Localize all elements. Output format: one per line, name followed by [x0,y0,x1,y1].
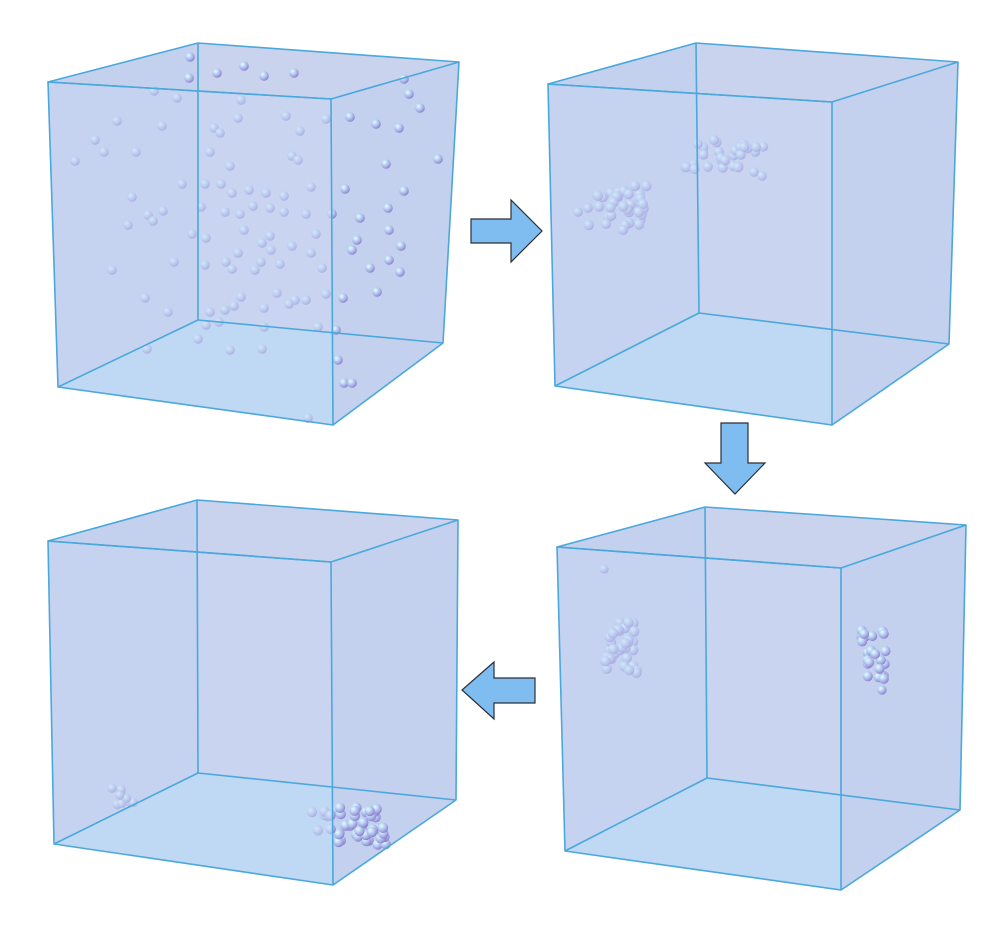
particle-sphere [874,663,885,674]
particle-sphere [384,225,394,235]
particle-sphere [334,802,346,813]
panel-clusters-on-walls [556,506,967,891]
particle-sphere [352,235,362,245]
particle-sphere [864,657,875,668]
box-edges [547,42,959,426]
particle-sphere [372,287,382,297]
arrow-down [703,422,767,495]
particle-sphere [345,112,355,122]
arrow-left [461,660,536,721]
particle-sphere [358,817,369,828]
particle-sphere [395,267,405,277]
particle-sphere [877,685,887,695]
particle-sphere [339,378,349,388]
particle-sphere [259,71,269,81]
particle-sphere [212,68,222,78]
particle-sphere [870,649,881,659]
particle-sphere [857,636,868,647]
particle-sphere [338,293,348,303]
particle-sphere [415,103,425,113]
particle-sphere [354,825,365,837]
arrow-right [470,198,543,264]
panel-clusters-on-floor [47,499,459,886]
particle-sphere [394,123,404,133]
particle-sphere [371,119,381,129]
particle-sphere [433,154,443,164]
particle-sphere [880,646,891,657]
particle-sphere [349,805,360,816]
particle-sphere [347,245,357,255]
particle-sphere [384,255,394,265]
particle-sphere [333,355,343,365]
box-edges [47,499,459,886]
particle-sphere [289,68,299,78]
particle-sphere [333,829,345,840]
particle-sphere [377,822,389,833]
particle-sphere [867,631,878,642]
box-edges [556,506,967,891]
particle-sphere [347,378,357,388]
particle-sphere [859,628,869,639]
particle-sphere [364,805,375,817]
particle-sphere [347,818,358,829]
particle-sphere [185,52,195,62]
particle-sphere [383,203,393,213]
particle-sphere [396,241,406,251]
panel-dispersed [47,42,460,426]
particle-sphere [366,826,378,838]
particle-sphere [404,89,414,99]
particle-sphere [239,61,249,71]
particle-sphere [878,673,889,684]
particle-sphere [355,213,365,223]
particle-sphere [878,628,889,639]
particle-sphere [862,671,873,682]
particle-sphere [184,73,194,83]
particle-sphere [340,184,350,194]
particle-sphere [399,186,409,196]
particle-sphere [365,263,375,273]
particle-sphere [333,836,344,848]
particle-sphere [381,159,391,169]
panel-two-clusters [547,42,959,426]
box-edges [47,42,460,426]
